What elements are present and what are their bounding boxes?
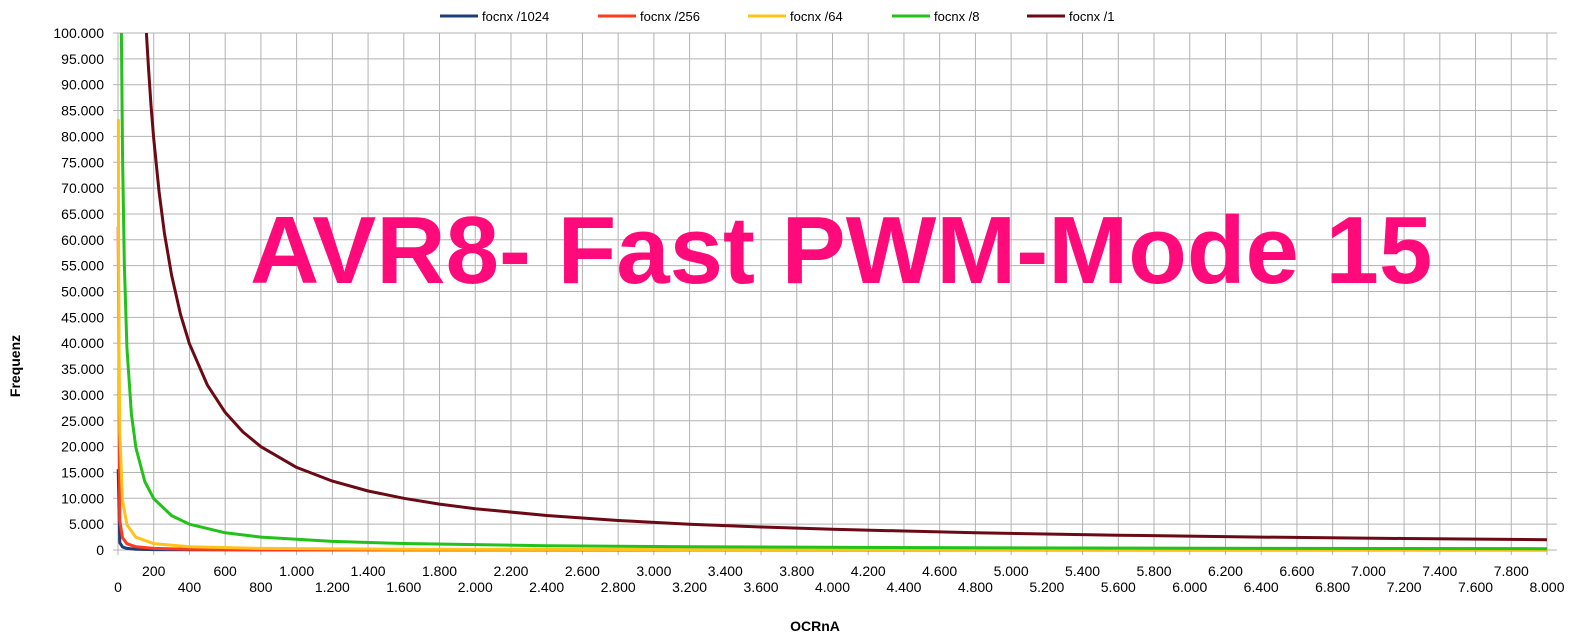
x-tick-label: 800 bbox=[249, 579, 273, 595]
x-tick-label: 7.200 bbox=[1387, 579, 1422, 595]
x-tick-label: 7.400 bbox=[1422, 563, 1457, 579]
series-lines bbox=[116, 32, 1548, 552]
x-tick-label: 3.200 bbox=[672, 579, 707, 595]
y-tick-label: 35.000 bbox=[61, 361, 104, 377]
x-tick-label: 1.000 bbox=[279, 563, 314, 579]
x-tick-label: 6.600 bbox=[1279, 563, 1314, 579]
legend-label: focnx /1 bbox=[1069, 9, 1115, 24]
x-tick-label: 3.000 bbox=[636, 563, 671, 579]
chart-grid bbox=[117, 32, 1548, 551]
x-tick-label: 1.200 bbox=[315, 579, 350, 595]
y-axis-title: Frequenz bbox=[7, 335, 23, 397]
x-tick-label: 3.400 bbox=[708, 563, 743, 579]
legend-label: focnx /256 bbox=[640, 9, 700, 24]
y-tick-label: 30.000 bbox=[61, 387, 104, 403]
x-tick-labels: 02004006008001.0001.2001.4001.6001.8002.… bbox=[114, 563, 1565, 595]
x-tick-label: 2.400 bbox=[529, 579, 564, 595]
y-tick-label: 90.000 bbox=[61, 77, 104, 93]
y-tick-label: 45.000 bbox=[61, 309, 104, 325]
series-line bbox=[119, 32, 1548, 551]
x-tick-label: 6.000 bbox=[1172, 579, 1207, 595]
series-line bbox=[144, 32, 1548, 542]
x-tick-label: 7.600 bbox=[1458, 579, 1493, 595]
y-tick-label: 0 bbox=[96, 542, 104, 558]
y-tick-label: 60.000 bbox=[61, 232, 104, 248]
y-tick-label: 50.000 bbox=[61, 284, 104, 300]
y-tick-label: 25.000 bbox=[61, 413, 104, 429]
x-tick-label: 3.600 bbox=[744, 579, 779, 595]
x-tick-label: 4.000 bbox=[815, 579, 850, 595]
x-tick-label: 4.200 bbox=[851, 563, 886, 579]
y-tick-label: 10.000 bbox=[61, 490, 104, 506]
y-tick-label: 100.000 bbox=[53, 25, 104, 41]
x-tick-label: 8.000 bbox=[1529, 579, 1564, 595]
x-tick-label: 2.600 bbox=[565, 563, 600, 579]
legend-label: focnx /8 bbox=[934, 9, 980, 24]
x-tick-label: 5.200 bbox=[1029, 579, 1064, 595]
y-tick-label: 40.000 bbox=[61, 335, 104, 351]
x-tick-label: 1.400 bbox=[351, 563, 386, 579]
y-tick-label: 15.000 bbox=[61, 464, 104, 480]
x-tick-label: 4.600 bbox=[922, 563, 957, 579]
x-axis-title: OCRnA bbox=[790, 618, 840, 634]
y-tick-labels: 0 5.000 10.000 15.000 20.000 25.000 30.000 35.0… bbox=[53, 25, 104, 558]
x-tick-label: 5.000 bbox=[994, 563, 1029, 579]
x-tick-label: 200 bbox=[142, 563, 166, 579]
legend-label: focnx /64 bbox=[790, 9, 843, 24]
y-tick-label: 20.000 bbox=[61, 439, 104, 455]
legend: focnx /1024 focnx /256 focnx /64 focnx /8 fo… bbox=[440, 9, 1115, 24]
x-tick-label: 2.800 bbox=[601, 579, 636, 595]
y-tick-label: 85.000 bbox=[61, 103, 104, 119]
y-tick-label: 55.000 bbox=[61, 258, 104, 274]
y-tick-label: 95.000 bbox=[61, 51, 104, 67]
x-tick-label: 2.000 bbox=[458, 579, 493, 595]
chart-title: AVR8- Fast PWM-Mode 15 bbox=[250, 197, 1432, 304]
x-tick-label: 4.400 bbox=[886, 579, 921, 595]
y-tick-label: 65.000 bbox=[61, 206, 104, 222]
x-tick-label: 1.600 bbox=[386, 579, 421, 595]
x-tick-label: 0 bbox=[114, 579, 122, 595]
x-tick-label: 6.400 bbox=[1244, 579, 1279, 595]
x-tick-label: 1.800 bbox=[422, 563, 457, 579]
x-tick-label: 5.800 bbox=[1137, 563, 1172, 579]
x-tick-label: 400 bbox=[178, 579, 202, 595]
series-line bbox=[116, 119, 1547, 552]
x-tick-label: 2.200 bbox=[493, 563, 528, 579]
x-tick-label: 5.600 bbox=[1101, 579, 1136, 595]
y-tick-label: 80.000 bbox=[61, 128, 104, 144]
y-tick-label: 75.000 bbox=[61, 154, 104, 170]
x-tick-label: 4.800 bbox=[958, 579, 993, 595]
x-tick-label: 6.200 bbox=[1208, 563, 1243, 579]
x-tick-label: 5.400 bbox=[1065, 563, 1100, 579]
x-tick-label: 600 bbox=[213, 563, 237, 579]
x-tick-label: 6.800 bbox=[1315, 579, 1350, 595]
x-tick-label: 3.800 bbox=[779, 563, 814, 579]
legend-label: focnx /1024 bbox=[482, 9, 549, 24]
x-tick-label: 7.800 bbox=[1494, 563, 1529, 579]
x-tick-label: 7.000 bbox=[1351, 563, 1386, 579]
y-tick-label: 5.000 bbox=[69, 516, 104, 532]
y-tick-label: 70.000 bbox=[61, 180, 104, 196]
